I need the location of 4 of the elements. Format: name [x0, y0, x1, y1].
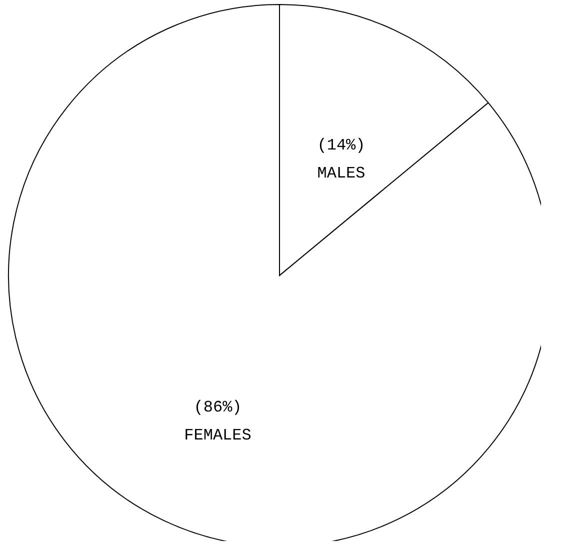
data-label: (14%) [317, 136, 366, 154]
slice-label: FEMALES [184, 426, 252, 445]
slice-label: MALES [317, 164, 366, 182]
data-label: (86%) [194, 398, 242, 417]
